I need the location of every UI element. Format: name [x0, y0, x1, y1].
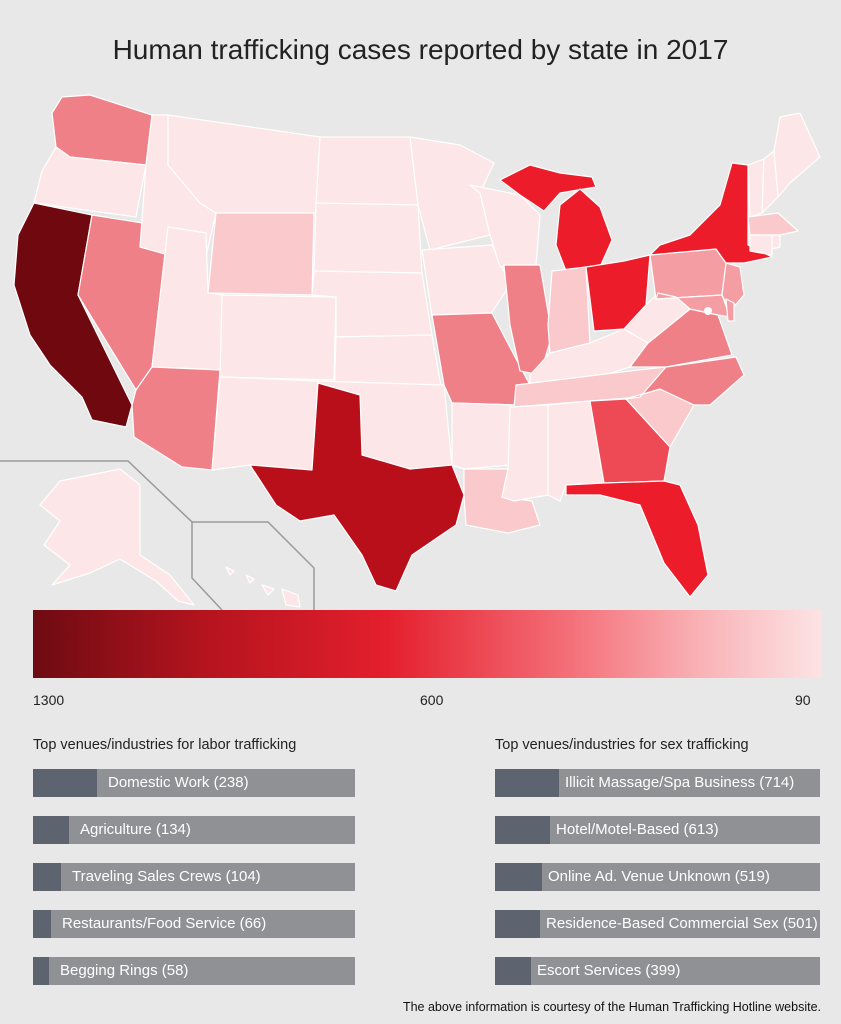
- sex-bar-fill: [495, 816, 550, 844]
- page-title: Human trafficking cases reported by stat…: [112, 34, 729, 65]
- sex-section-heading: Top venues/industries for sex traffickin…: [495, 737, 749, 753]
- state-maine: [773, 112, 821, 198]
- state-delaware: [725, 298, 735, 322]
- sex-bar-2: Hotel/Motel-Based (613): [495, 816, 820, 844]
- state-pennsylvania: [649, 248, 727, 300]
- state-new-mexico: [211, 376, 319, 471]
- state-michigan-upper: [499, 164, 597, 212]
- state-wyoming: [207, 212, 315, 296]
- legend-tick-max: 1300: [33, 692, 65, 708]
- state-arizona: [131, 366, 221, 471]
- state-michigan-lower: [555, 188, 613, 272]
- state-georgia: [589, 398, 671, 484]
- state-colorado: [219, 294, 337, 381]
- legend-gradient-bar: [33, 610, 821, 678]
- labor-bar-fill: [33, 957, 49, 985]
- sex-bar-label: Escort Services (399): [537, 962, 681, 979]
- sex-bar-1: Illicit Massage/Spa Business (714): [495, 769, 820, 797]
- state-hawaii: [225, 566, 301, 608]
- hawaii-inset-frame: [192, 521, 315, 610]
- labor-bar-label: Begging Rings (58): [60, 962, 189, 979]
- dc-marker: [704, 307, 712, 315]
- labor-section-heading: Top venues/industries for labor traffick…: [33, 737, 297, 753]
- sex-bar-label: Residence-Based Commercial Sex (501): [546, 915, 818, 932]
- legend-tick-min: 90: [795, 692, 811, 708]
- sex-bar-fill: [495, 769, 559, 797]
- sex-bar-fill: [495, 910, 540, 938]
- state-arkansas: [451, 402, 517, 470]
- sex-bar-label: Online Ad. Venue Unknown (519): [548, 868, 770, 885]
- sex-bar-4: Residence-Based Commercial Sex (501): [495, 910, 820, 938]
- us-choropleth-map: [0, 94, 821, 610]
- state-rhode-island: [771, 234, 781, 250]
- state-massachusetts: [747, 212, 799, 236]
- labor-bar-fill: [33, 910, 51, 938]
- labor-bar-1: Domestic Work (238): [33, 769, 355, 797]
- state-north-dakota: [315, 136, 419, 206]
- state-connecticut: [749, 234, 773, 256]
- labor-bar-label: Restaurants/Food Service (66): [62, 915, 267, 932]
- state-oregon: [33, 146, 147, 218]
- labor-bar-5: Begging Rings (58): [33, 957, 355, 985]
- sex-bar-3: Online Ad. Venue Unknown (519): [495, 863, 820, 891]
- legend-tick-mid: 600: [420, 692, 444, 708]
- state-iowa: [421, 244, 511, 318]
- sex-bar-fill: [495, 863, 542, 891]
- state-indiana: [547, 266, 591, 354]
- sex-bar-5: Escort Services (399): [495, 957, 820, 985]
- source-footer: The above information is courtesy of the…: [402, 1000, 821, 1014]
- state-florida: [565, 480, 709, 598]
- labor-bar-fill: [33, 769, 97, 797]
- state-new-jersey: [721, 262, 745, 312]
- state-texas: [249, 382, 465, 592]
- sex-bar-fill: [495, 957, 531, 985]
- labor-bar-label: Agriculture (134): [80, 821, 191, 838]
- labor-bar-4: Restaurants/Food Service (66): [33, 910, 355, 938]
- labor-bar-3: Traveling Sales Crews (104): [33, 863, 355, 891]
- labor-bar-2: Agriculture (134): [33, 816, 355, 844]
- sex-bar-label: Illicit Massage/Spa Business (714): [565, 774, 795, 791]
- labor-bar-label: Traveling Sales Crews (104): [72, 868, 261, 885]
- state-south-dakota: [313, 202, 423, 274]
- sex-bar-label: Hotel/Motel-Based (613): [556, 821, 719, 838]
- labor-bar-fill: [33, 816, 69, 844]
- labor-bar-label: Domestic Work (238): [108, 774, 249, 791]
- state-north-carolina: [625, 356, 745, 406]
- state-alaska: [39, 468, 195, 606]
- labor-bar-fill: [33, 863, 61, 891]
